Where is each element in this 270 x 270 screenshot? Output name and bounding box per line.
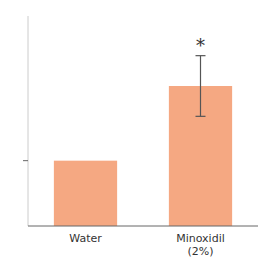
chart-svg: * Water Minoxidil(2%) (0, 0, 270, 270)
x-axis-line (28, 226, 258, 227)
error-cap (196, 116, 206, 117)
annotation: * (196, 35, 205, 56)
bars-group (54, 56, 232, 226)
chart-container: * Water Minoxidil(2%) (0, 0, 270, 270)
x-tick-label-line: Minoxidil (176, 232, 225, 245)
y-axis-line (28, 16, 29, 226)
x-tick-label: Water (69, 232, 102, 245)
error-bar (196, 56, 206, 117)
error-stem (200, 56, 201, 117)
y-tick (23, 160, 28, 161)
x-tick-label: Minoxidil(2%) (176, 232, 225, 258)
x-tick-label-line: Water (69, 232, 102, 245)
x-tick-label-line: (2%) (187, 245, 213, 258)
bar (54, 161, 117, 226)
